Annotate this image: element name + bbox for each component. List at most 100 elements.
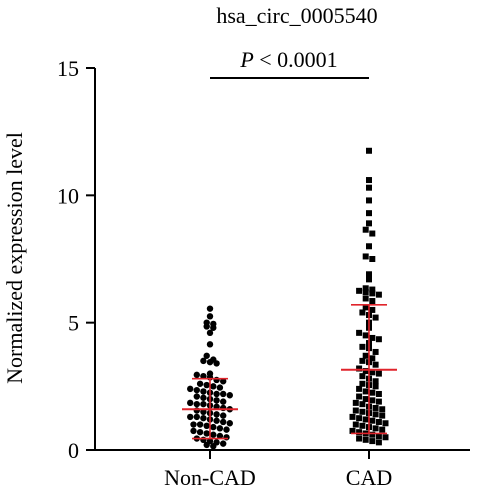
non-cad-data-point [220,412,227,419]
y-axis-label: Normalized expression level [2,132,27,384]
non-cad-data-point [210,442,217,450]
non-cad-data-point [226,420,233,427]
non-cad-data-point [200,400,207,408]
cad-data-point [366,210,372,217]
non-cad-data-point [200,357,207,365]
cad-data-point [379,412,386,419]
non-cad-data-point [203,430,210,437]
cad-data-point [349,427,356,434]
cad-data-point [362,436,369,443]
non-cad-data-point [223,426,230,433]
chart-title: hsa_circ_0005540 [216,3,377,28]
cad-data-point [375,398,382,405]
cad-data-point [366,271,372,278]
non-cad-data-point [220,398,227,405]
non-cad-data-point [210,324,217,331]
cad-data-point [379,426,386,433]
non-cad-data-point [213,360,220,367]
non-cad-data-point [210,423,217,431]
cad-data-point [369,389,376,396]
cad-data-point [359,309,366,316]
cad-data-point [369,431,376,438]
cad-data-point [362,253,369,260]
y-tick-label: 15 [57,56,79,81]
cad-data-point [362,416,369,423]
y-axis: 0 5 10 15 [57,56,96,463]
non-cad-data-point [203,352,210,359]
cad-data-point [369,397,376,404]
cad-data-point [362,295,369,302]
x-category-label: CAD [346,465,392,490]
non-cad-data-point [200,372,207,380]
x-category-label: Non-CAD [164,465,256,490]
non-cad-data-point [193,371,200,379]
cad-data-point [356,287,363,294]
cad-data-point [356,429,363,436]
non-cad-data-point [213,390,220,398]
cad-data-point [372,378,379,385]
cad-data-point [366,243,372,250]
non-cad-data-point [206,329,214,337]
non-cad-data-point [220,390,227,398]
cad-data-point [359,357,366,364]
cad-data-point [359,380,366,387]
non-cad-data-point [206,305,214,312]
non-cad-data-point [216,425,224,432]
cad-data-point [362,396,369,403]
cad-data-point [366,184,372,191]
cad-data-point [372,425,379,432]
cad-data-point [356,329,363,336]
cad-data-point [362,304,369,311]
non-cad-data-point [206,358,214,366]
non-cad-data-point [193,393,200,400]
x-axis: Non-CAD CAD [95,449,470,490]
cad-data-point [362,352,369,359]
cad-data-point [366,220,372,227]
non-cad-data-point [216,384,224,391]
cad-data-point [369,298,376,305]
cad-data-point [366,197,372,204]
non-cad-data-point [200,388,207,395]
non-cad-data-point [206,341,214,348]
cad-data-point [362,285,369,292]
cad-data-point [359,343,366,350]
cad-data-point [372,404,379,411]
non-cad-data-point [210,383,217,390]
non-cad-data-point [203,422,210,430]
non-cad-data-point [203,441,210,449]
non-cad-data-point [210,431,217,438]
cad-data-point [349,413,356,420]
y-tick-label: 5 [68,311,79,336]
non-cad-data-point [220,440,227,447]
cad-data-point [362,368,369,375]
cad-data-point [366,147,372,154]
significance-annotation: P < 0.0001 [210,47,369,79]
cad-data-point [352,399,359,406]
non-cad-data-point [220,378,227,385]
summary-lines [182,304,397,440]
cad-data-point [369,286,376,293]
cad-data-point [372,383,379,390]
cad-data-point [359,373,366,380]
cad-data-point [375,370,382,377]
data-points [187,147,389,450]
cad-data-point [356,435,363,442]
significance-p: P [239,47,253,72]
cad-data-point [356,393,363,400]
cad-data-point [362,332,369,339]
non-cad-data-point [187,399,194,407]
cad-data-point [356,415,363,422]
non-cad-data-point [223,434,230,441]
non-cad-data-point [213,376,220,384]
non-cad-data-point [196,380,204,387]
cad-data-point [356,365,363,372]
cad-data-point [372,348,379,355]
non-cad-data-point [196,421,204,428]
non-cad-data-point [216,432,224,440]
cad-data-point [369,230,376,237]
cad-data-point [362,289,369,296]
cad-data-point [359,401,366,408]
cad-data-point [352,407,359,414]
non-cad-data-point [187,385,194,393]
